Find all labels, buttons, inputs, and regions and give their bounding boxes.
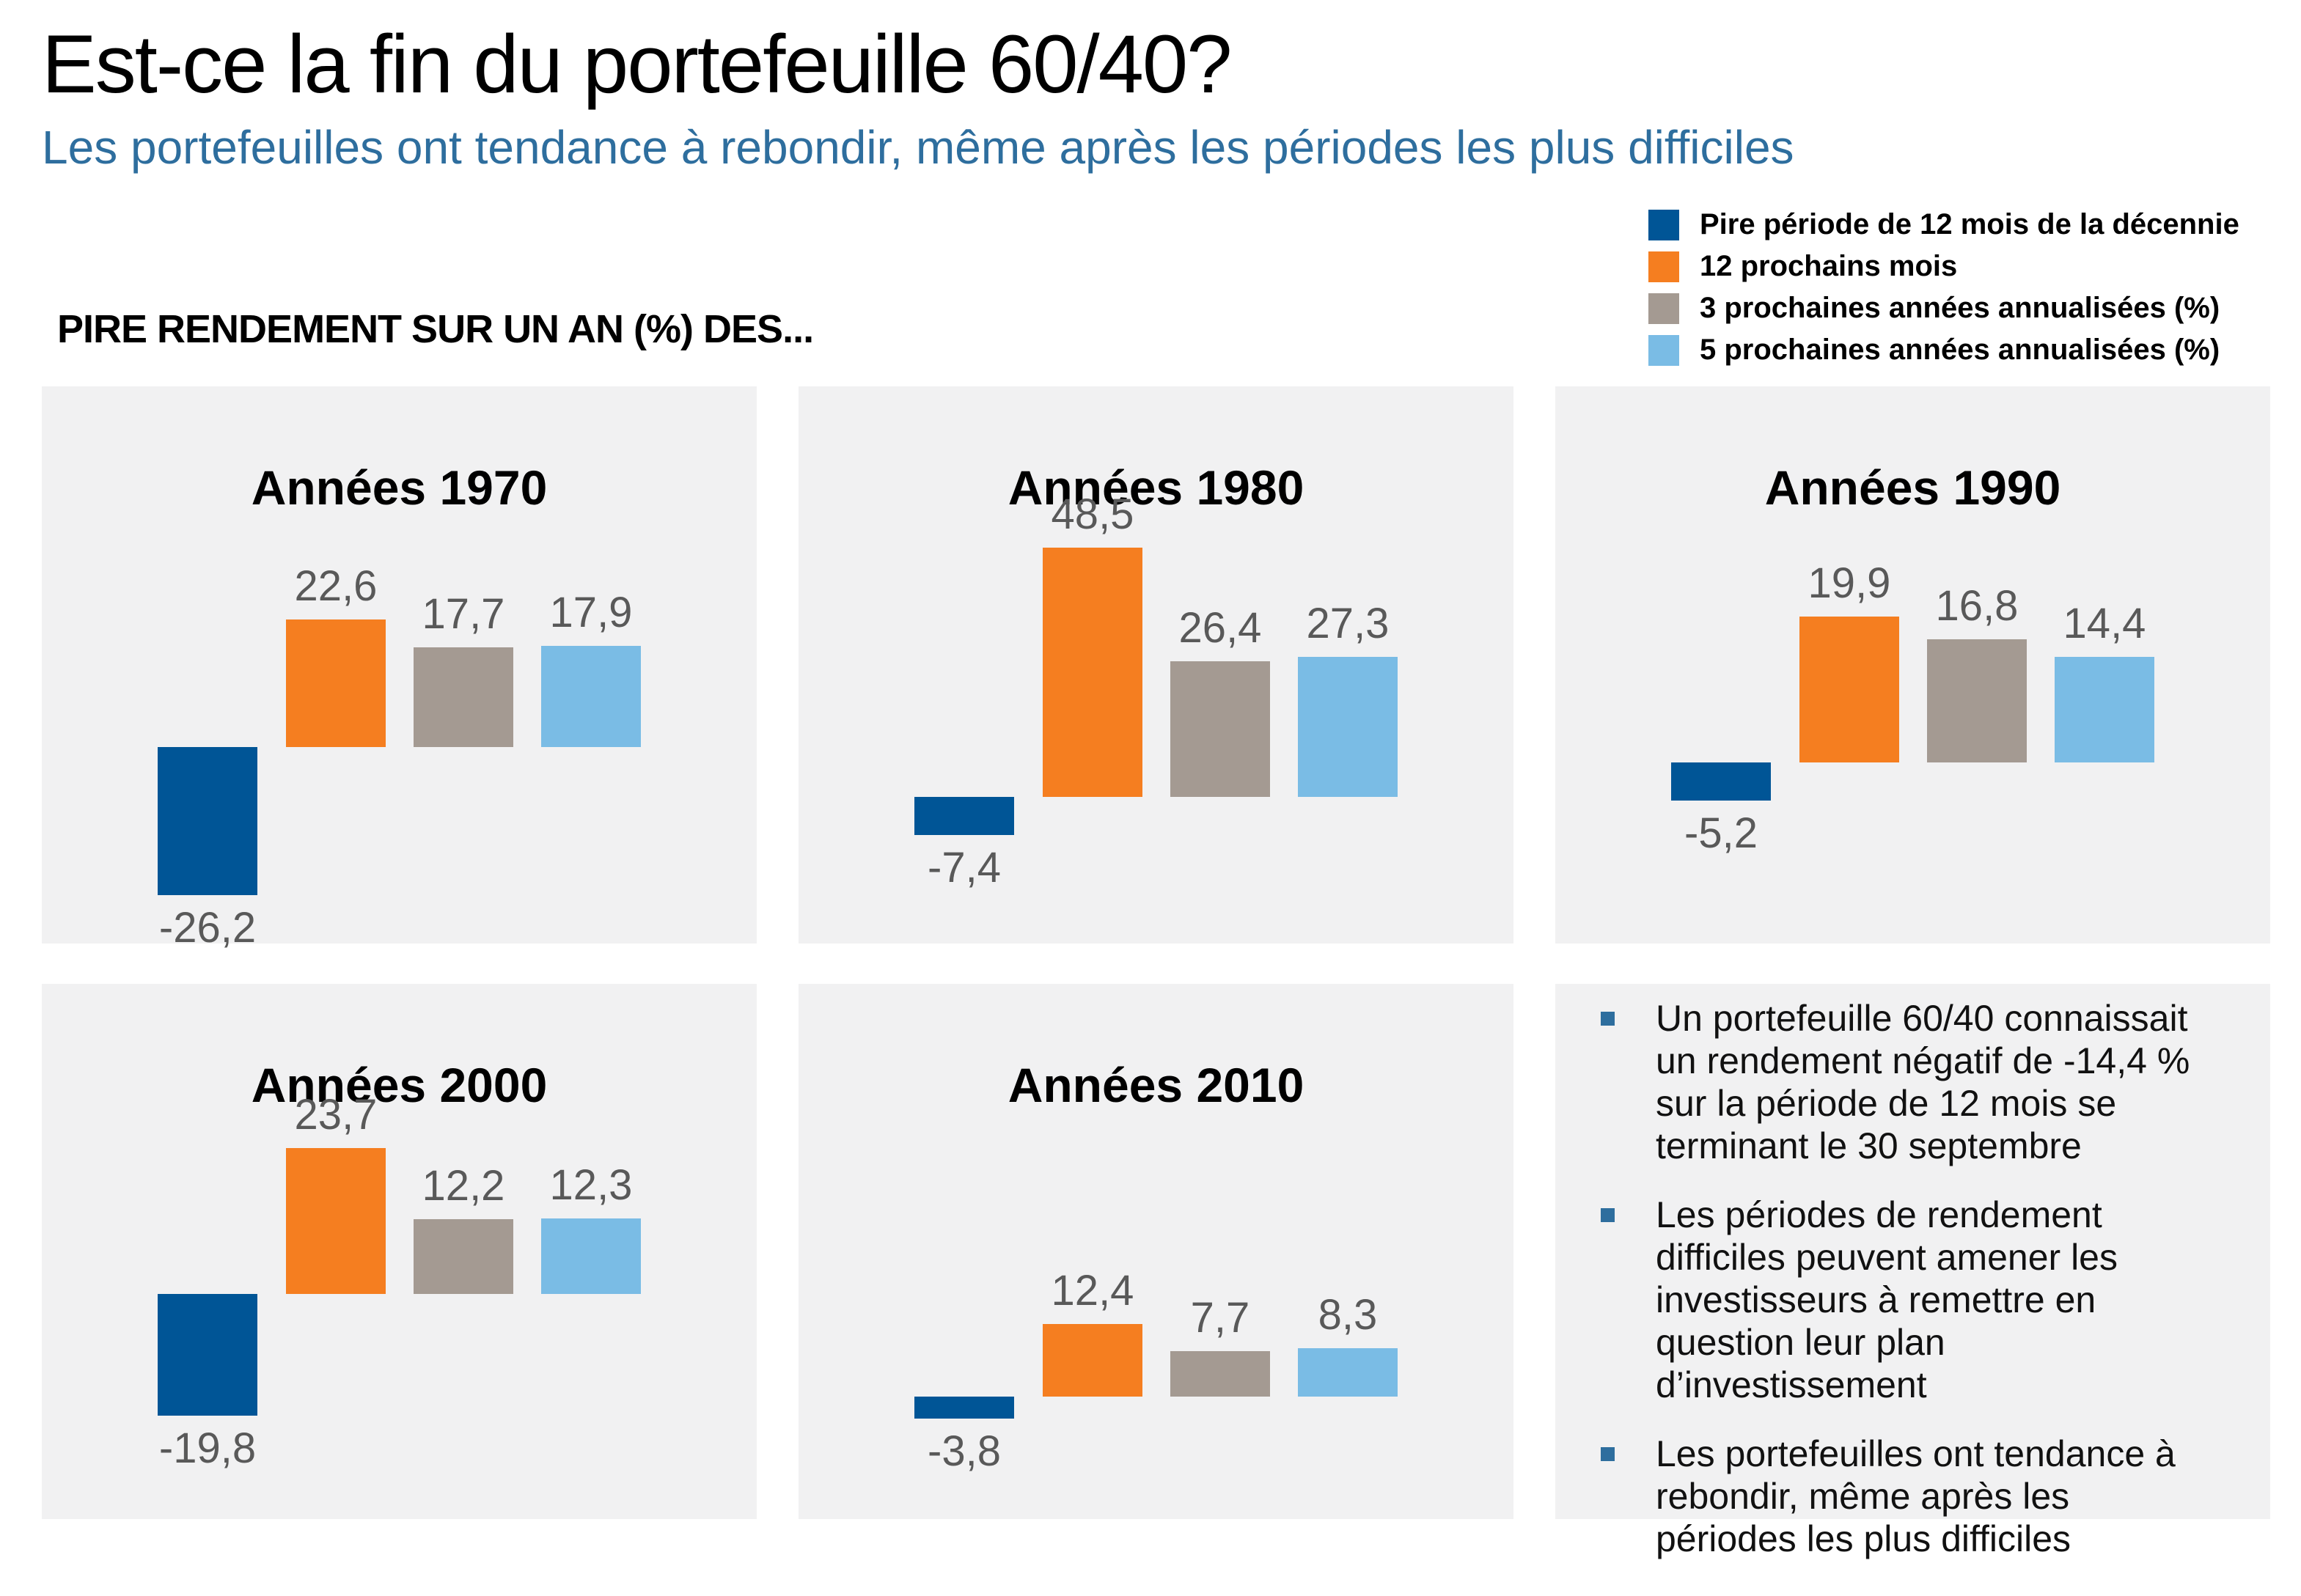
bar-series-2	[414, 647, 513, 747]
legend-label: 3 prochaines années annualisées (%)	[1700, 292, 2220, 324]
legend-swatch-icon	[1648, 251, 1679, 282]
bar-series-1	[286, 1148, 386, 1294]
bar-series-0	[914, 797, 1014, 835]
bar-value-label: 12,3	[549, 1161, 633, 1209]
chart-panel-3: Années 2000 -19,8 23,7 12,2 12,3	[42, 984, 757, 1519]
legend-label: 5 prochaines années annualisées (%)	[1700, 334, 2220, 366]
bar-value-label: 23,7	[294, 1091, 378, 1139]
chart-panel-2: Années 1990 -5,2 19,9 16,8 14,4	[1555, 386, 2270, 944]
page-title: Est-ce la fin du portefeuille 60/40?	[42, 18, 1233, 110]
bar-value-label: 48,5	[1051, 490, 1134, 538]
bar-value-label: 12,2	[422, 1162, 505, 1210]
bar-value-label: 19,9	[1808, 559, 1891, 607]
bar-series-2	[414, 1219, 513, 1294]
bar-series-3	[1298, 657, 1398, 797]
panel-title: Années 1970	[251, 460, 548, 515]
note-text: Les périodes de rendement difficiles peu…	[1656, 1194, 2118, 1405]
page-subtitle: Les portefeuilles ont tendance à rebondi…	[42, 121, 1794, 174]
bar-series-0	[1671, 762, 1771, 801]
note-text: Les portefeuilles ont tendance à rebondi…	[1656, 1433, 2176, 1559]
legend-row-3: 5 prochaines années annualisées (%)	[1648, 329, 2239, 371]
legend-label: 12 prochains mois	[1700, 250, 1958, 282]
bar-value-label: 14,4	[2063, 600, 2146, 647]
legend-swatch-icon	[1648, 334, 1679, 366]
chart-panel-0: Années 1970 -26,2 22,6 17,7 17,9	[42, 386, 757, 949]
bullet-square-icon	[1601, 1208, 1615, 1222]
bar-series-1	[1043, 548, 1142, 797]
bar-value-label: -5,2	[1684, 809, 1758, 857]
note-item-0: Un portefeuille 60/40 connaissait un ren…	[1601, 997, 2219, 1167]
bullet-square-icon	[1601, 1447, 1615, 1461]
bar-value-label: -26,2	[158, 904, 257, 952]
panel-title: Années 1980	[1008, 460, 1304, 515]
bar-series-2	[1170, 661, 1270, 797]
notes-panel: Un portefeuille 60/40 connaissait un ren…	[1555, 984, 2270, 1559]
bar-value-label: 12,4	[1051, 1267, 1134, 1314]
legend-row-1: 12 prochains mois	[1648, 246, 2239, 287]
bar-value-label: 17,7	[422, 590, 505, 638]
bar-series-3	[541, 646, 641, 747]
note-text: Un portefeuille 60/40 connaissait un ren…	[1656, 998, 2190, 1166]
bar-value-label: 22,6	[294, 562, 378, 610]
bar-value-label: -7,4	[928, 844, 1001, 891]
chart-panel-4: Années 2010 -3,8 12,4 7,7 8,3	[799, 984, 1513, 1519]
bar-value-label: 27,3	[1306, 600, 1390, 647]
bar-series-0	[914, 1397, 1014, 1419]
bar-series-1	[1043, 1324, 1142, 1397]
legend-row-0: Pire période de 12 mois de la décennie	[1648, 204, 2239, 246]
bar-value-label: 8,3	[1318, 1291, 1378, 1339]
panel-title: Années 1990	[1764, 460, 2061, 515]
note-item-2: Les portefeuilles ont tendance à rebondi…	[1601, 1433, 2219, 1560]
legend-swatch-icon	[1648, 209, 1679, 240]
bar-series-1	[286, 619, 386, 747]
bar-value-label: -3,8	[928, 1427, 1001, 1475]
legend-label: Pire période de 12 mois de la décennie	[1700, 208, 2239, 240]
bar-series-3	[2055, 657, 2154, 762]
note-item-1: Les périodes de rendement difficiles peu…	[1601, 1194, 2219, 1406]
chart-legend: Pire période de 12 mois de la décennie 12…	[1648, 204, 2239, 371]
bar-series-0	[158, 747, 257, 895]
bar-value-label: -19,8	[158, 1424, 257, 1472]
chart-panel-1: Années 1980 -7,4 48,5 26,4 27,3	[799, 386, 1513, 944]
bar-series-2	[1170, 1351, 1270, 1397]
bar-series-3	[541, 1218, 641, 1294]
bar-series-2	[1927, 639, 2027, 762]
bar-value-label: 7,7	[1190, 1294, 1250, 1342]
bar-value-label: 16,8	[1935, 582, 2019, 630]
bullet-square-icon	[1601, 1012, 1615, 1026]
bar-value-label: 17,9	[549, 589, 633, 636]
bar-series-1	[1799, 617, 1899, 762]
panel-title: Années 2010	[1008, 1058, 1304, 1112]
legend-swatch-icon	[1648, 293, 1679, 324]
bar-value-label: 26,4	[1178, 604, 1262, 652]
panel-title: Années 2000	[251, 1058, 548, 1112]
section-label: PIRE RENDEMENT SUR UN AN (%) DES...	[57, 307, 814, 351]
bar-series-3	[1298, 1348, 1398, 1397]
legend-row-2: 3 prochaines années annualisées (%)	[1648, 287, 2239, 329]
bar-series-0	[158, 1294, 257, 1416]
